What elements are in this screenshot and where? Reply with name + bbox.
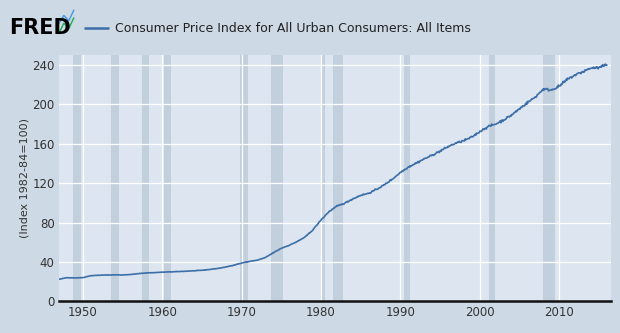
Bar — [272, 55, 283, 301]
Bar — [240, 55, 248, 301]
Bar — [164, 55, 171, 301]
Bar — [404, 55, 410, 301]
Bar — [110, 55, 119, 301]
Bar — [73, 55, 81, 301]
Bar — [333, 55, 343, 301]
Y-axis label: (Index 1982-84=100): (Index 1982-84=100) — [20, 118, 30, 238]
Bar — [142, 55, 149, 301]
Bar — [489, 55, 495, 301]
Bar — [321, 55, 325, 301]
Text: FRED: FRED — [9, 18, 71, 38]
Text: Consumer Price Index for All Urban Consumers: All Items: Consumer Price Index for All Urban Consu… — [115, 22, 471, 35]
Bar — [542, 55, 555, 301]
